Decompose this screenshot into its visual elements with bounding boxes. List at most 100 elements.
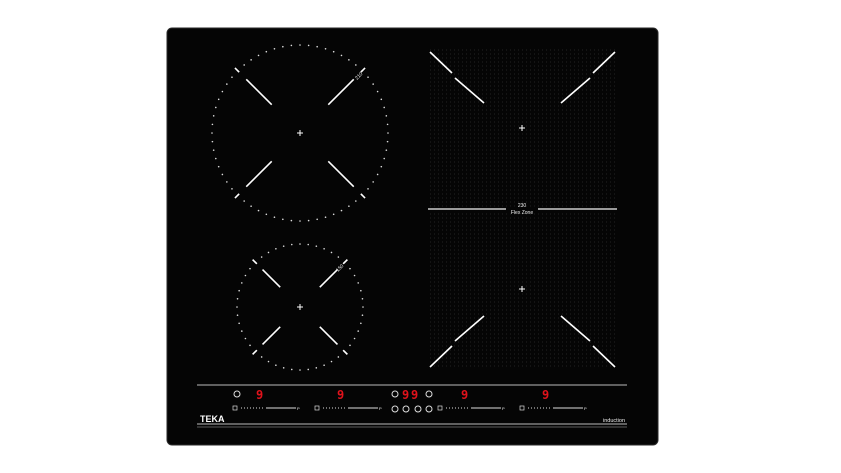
ring-dot — [282, 218, 284, 221]
ring-dot — [240, 282, 243, 284]
center-cross-icon — [297, 304, 303, 310]
ring-dot — [282, 45, 284, 48]
ring-dot — [282, 367, 285, 369]
ring-dot — [307, 44, 310, 47]
zone-marks — [234, 51, 616, 368]
center-cross-icon — [519, 286, 525, 292]
ring-mark — [252, 259, 258, 265]
ring-dot — [243, 64, 245, 66]
ring-dot — [307, 243, 310, 246]
zone-display-4: 9 — [542, 388, 549, 402]
ring-dot — [231, 188, 233, 190]
ring-dot — [249, 267, 251, 270]
small-zone-size: 150 — [335, 263, 345, 273]
ring-dot — [360, 322, 362, 325]
ring-dot — [362, 306, 364, 308]
ring-dot — [211, 140, 214, 143]
ring-dot — [323, 247, 325, 250]
ring-dot — [290, 44, 293, 47]
ring-dot — [380, 165, 383, 168]
ring-dot — [221, 90, 224, 93]
ring-dot — [323, 364, 325, 367]
ring-dot — [307, 368, 310, 371]
ring-dot — [265, 213, 268, 216]
flex-corner-mark — [592, 51, 616, 74]
ring-dot — [226, 181, 228, 183]
ring-mark — [252, 349, 258, 355]
ring-dot — [212, 149, 215, 151]
ring-dot — [361, 297, 364, 300]
flex-corner-mark — [429, 51, 453, 74]
ring-mark — [234, 193, 240, 199]
pause-button[interactable] — [425, 390, 433, 398]
ring-dot — [214, 106, 217, 109]
diagonal-mark — [327, 78, 355, 106]
ring-dot — [385, 115, 388, 117]
ring-dot — [290, 243, 293, 246]
power-button[interactable] — [233, 390, 241, 398]
ring-dot — [316, 45, 318, 48]
center-cross-icon — [519, 125, 525, 131]
ring-dot — [273, 216, 276, 219]
plus-button[interactable] — [414, 405, 422, 413]
ring-dot — [337, 256, 340, 258]
flex-corner-mark — [429, 345, 453, 368]
ring-dot — [275, 364, 277, 367]
slider-zone-1[interactable]: P — [232, 405, 300, 411]
zone-icon — [232, 405, 238, 411]
ring-dot — [282, 245, 285, 247]
center-cross-icon — [297, 130, 303, 136]
ring-dot — [299, 220, 301, 222]
ring-mark — [342, 349, 348, 355]
ring-dot — [386, 123, 389, 126]
slider-boost-label: P — [379, 406, 382, 411]
flex-corner-mark — [592, 345, 616, 368]
minus-button[interactable] — [402, 405, 410, 413]
ring-dot — [340, 209, 343, 212]
ring-dot — [267, 251, 270, 254]
flex-corner-mark — [560, 77, 591, 104]
diagonal-mark — [245, 78, 273, 106]
ring-dot — [340, 54, 343, 57]
ring-dot — [257, 54, 260, 57]
ring-dot — [316, 218, 318, 221]
ring-dot — [315, 367, 318, 369]
ring-dot — [372, 83, 374, 85]
ring-dot — [243, 200, 245, 202]
ring-dot — [260, 356, 263, 358]
ring-dot — [357, 330, 360, 332]
slider-zone-2[interactable]: P — [314, 405, 382, 411]
ring-dot — [337, 356, 340, 358]
slider-zone-4[interactable]: P — [519, 405, 587, 411]
ring-dot — [275, 247, 277, 250]
ring-dot — [217, 165, 220, 168]
ring-dot — [353, 274, 356, 277]
large-zone-size: 210 — [354, 71, 364, 81]
ring-dot — [324, 47, 327, 50]
flex-corner-mark — [454, 77, 485, 104]
ring-dot — [330, 251, 333, 254]
slider-zone-3[interactable]: P — [437, 405, 505, 411]
ring-dot — [357, 282, 360, 284]
zone-display-2: 9 — [337, 388, 344, 402]
flex-button[interactable] — [425, 405, 433, 413]
timer-button[interactable] — [391, 405, 399, 413]
ring-dot — [257, 209, 260, 212]
diagonal-mark — [319, 268, 339, 288]
zone-display-3: 9 — [461, 388, 468, 402]
ring-dot — [330, 360, 333, 363]
slider-boost-label: P — [502, 406, 505, 411]
lock-button[interactable] — [391, 390, 399, 398]
ring-dot — [383, 106, 386, 109]
ring-dot — [290, 368, 293, 371]
diagonal-mark — [319, 326, 339, 346]
diagonal-mark — [261, 268, 281, 288]
ring-dot — [221, 173, 224, 176]
flex-corner-mark — [454, 315, 485, 342]
ring-dot — [273, 47, 276, 50]
ring-dot — [348, 205, 350, 207]
zone-icon — [314, 405, 320, 411]
ring-mark — [360, 193, 366, 199]
ring-dot — [211, 123, 214, 126]
zone-icon — [519, 405, 525, 411]
